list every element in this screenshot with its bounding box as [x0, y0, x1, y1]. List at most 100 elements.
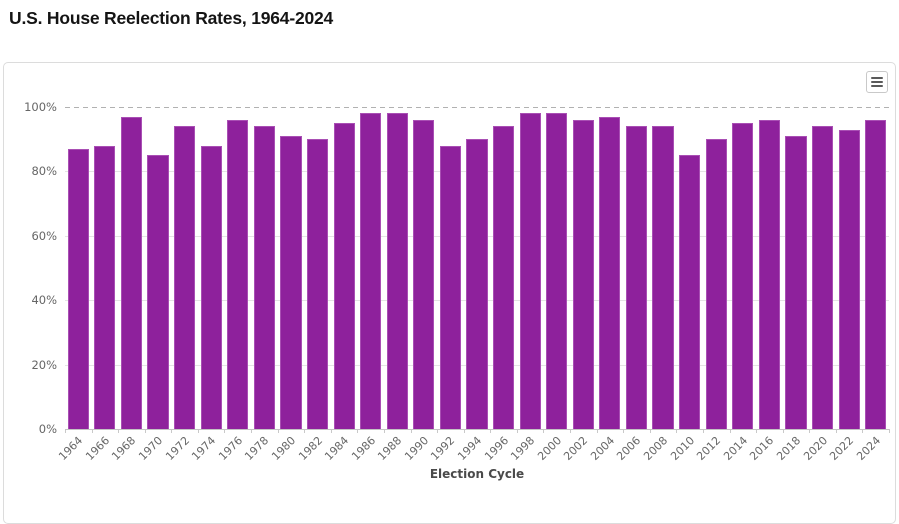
- x-axis-label-1968: 1968: [109, 434, 139, 463]
- x-tick-mark: [809, 429, 811, 433]
- bar-2008[interactable]: [652, 126, 674, 429]
- x-tick-mark: [596, 429, 598, 433]
- x-tick-mark: [410, 429, 412, 433]
- bar-1984[interactable]: [333, 123, 355, 429]
- x-tick-mark: [782, 429, 784, 433]
- bar-2018[interactable]: [785, 135, 807, 429]
- x-tick-mark: [516, 429, 518, 433]
- x-axis-label-1982: 1982: [295, 434, 325, 463]
- plot-area: [65, 107, 890, 433]
- bar-2004[interactable]: [599, 116, 621, 429]
- x-axis-label-2004: 2004: [588, 434, 618, 463]
- x-axis-label-1976: 1976: [215, 434, 245, 463]
- x-axis-label-2006: 2006: [614, 434, 644, 463]
- x-axis-label-2014: 2014: [721, 434, 751, 463]
- page-title: U.S. House Reelection Rates, 1964-2024: [9, 8, 334, 28]
- x-tick-mark: [623, 429, 625, 433]
- x-tick-mark: [729, 429, 731, 433]
- x-axis-label-1998: 1998: [508, 434, 538, 463]
- x-tick-mark: [118, 429, 120, 433]
- bar-1964[interactable]: [67, 148, 89, 429]
- x-axis-label-1986: 1986: [348, 434, 378, 463]
- gridline-100: [65, 107, 889, 108]
- x-axis-label-2016: 2016: [747, 434, 777, 463]
- bar-1998[interactable]: [519, 113, 541, 429]
- x-axis-label-2010: 2010: [667, 434, 697, 463]
- bar-2000[interactable]: [546, 113, 568, 429]
- y-axis-label-40: 40%: [31, 293, 57, 308]
- x-tick-mark: [91, 429, 93, 433]
- x-tick-mark: [463, 429, 465, 433]
- bar-2012[interactable]: [705, 139, 727, 429]
- x-axis-label-1996: 1996: [481, 434, 511, 463]
- y-axis-label-0: 0%: [38, 422, 57, 436]
- x-tick-mark: [144, 429, 146, 433]
- export-menu-button[interactable]: [866, 71, 888, 93]
- x-axis-label-2008: 2008: [641, 434, 671, 463]
- x-tick-mark: [251, 429, 253, 433]
- bar-2016[interactable]: [758, 119, 780, 429]
- bar-1976[interactable]: [227, 119, 249, 429]
- y-axis-label-60: 60%: [31, 228, 57, 243]
- x-axis-label-1980: 1980: [269, 434, 299, 463]
- x-axis-label-2000: 2000: [534, 434, 564, 463]
- x-axis-label-2012: 2012: [694, 434, 724, 463]
- x-tick-mark: [304, 429, 306, 433]
- bar-1972[interactable]: [174, 126, 196, 429]
- bar-1966[interactable]: [94, 145, 116, 429]
- x-axis-label-2024: 2024: [853, 434, 883, 463]
- x-axis-label-1988: 1988: [375, 434, 405, 463]
- bar-1970[interactable]: [147, 155, 169, 429]
- x-tick-mark: [171, 429, 173, 433]
- x-tick-mark: [357, 429, 359, 433]
- x-tick-mark: [224, 429, 226, 433]
- x-axis-label-2018: 2018: [774, 434, 804, 463]
- x-axis-label-1984: 1984: [322, 434, 352, 463]
- bar-1986[interactable]: [360, 113, 382, 429]
- bar-1994[interactable]: [466, 139, 488, 429]
- x-tick-mark: [756, 429, 758, 433]
- bar-1996[interactable]: [492, 126, 515, 429]
- x-tick-mark: [862, 429, 864, 433]
- x-axis-label-2022: 2022: [827, 434, 857, 463]
- x-axis-label-1970: 1970: [136, 434, 166, 463]
- y-axis-labels: 0% 20% 40% 60% 80% 100%: [0, 100, 57, 436]
- x-axis-title: Election Cycle: [429, 467, 525, 481]
- x-tick-mark: [889, 429, 890, 433]
- x-tick-mark: [835, 429, 837, 433]
- bar-2006[interactable]: [625, 126, 648, 429]
- bar-2014[interactable]: [732, 123, 754, 429]
- y-axis-label-20: 20%: [31, 357, 57, 372]
- bar-1974[interactable]: [200, 145, 222, 429]
- x-tick-mark: [676, 429, 678, 433]
- bar-2010[interactable]: [679, 155, 701, 429]
- bar-1992[interactable]: [439, 145, 461, 429]
- bar-2020[interactable]: [811, 126, 834, 429]
- x-tick-mark: [437, 429, 439, 433]
- y-axis-label-80: 80%: [31, 164, 57, 179]
- x-tick-mark: [649, 429, 651, 433]
- x-tick-mark: [277, 429, 279, 433]
- bar-1990[interactable]: [413, 119, 435, 429]
- x-axis-label-2020: 2020: [800, 434, 830, 463]
- x-axis-line: [65, 429, 889, 430]
- bar-1980[interactable]: [280, 135, 302, 429]
- bar-1968[interactable]: [120, 116, 143, 429]
- x-axis-label-1972: 1972: [162, 434, 192, 463]
- hamburger-menu-icon: [871, 75, 883, 89]
- x-tick-mark: [383, 429, 385, 433]
- x-axis-label-1974: 1974: [189, 434, 219, 463]
- bar-1988[interactable]: [386, 113, 408, 429]
- x-tick-mark: [702, 429, 704, 433]
- x-axis-label-1990: 1990: [402, 434, 432, 463]
- x-tick-mark: [570, 429, 572, 433]
- x-tick-mark: [490, 429, 492, 433]
- bar-2022[interactable]: [838, 129, 860, 429]
- bar-1982[interactable]: [306, 139, 329, 429]
- bar-2002[interactable]: [572, 119, 594, 429]
- bar-1978[interactable]: [253, 126, 275, 429]
- x-axis-label-1978: 1978: [242, 434, 272, 463]
- x-tick-mark: [543, 429, 545, 433]
- x-axis-label-1966: 1966: [83, 434, 113, 463]
- bar-2024[interactable]: [865, 119, 887, 429]
